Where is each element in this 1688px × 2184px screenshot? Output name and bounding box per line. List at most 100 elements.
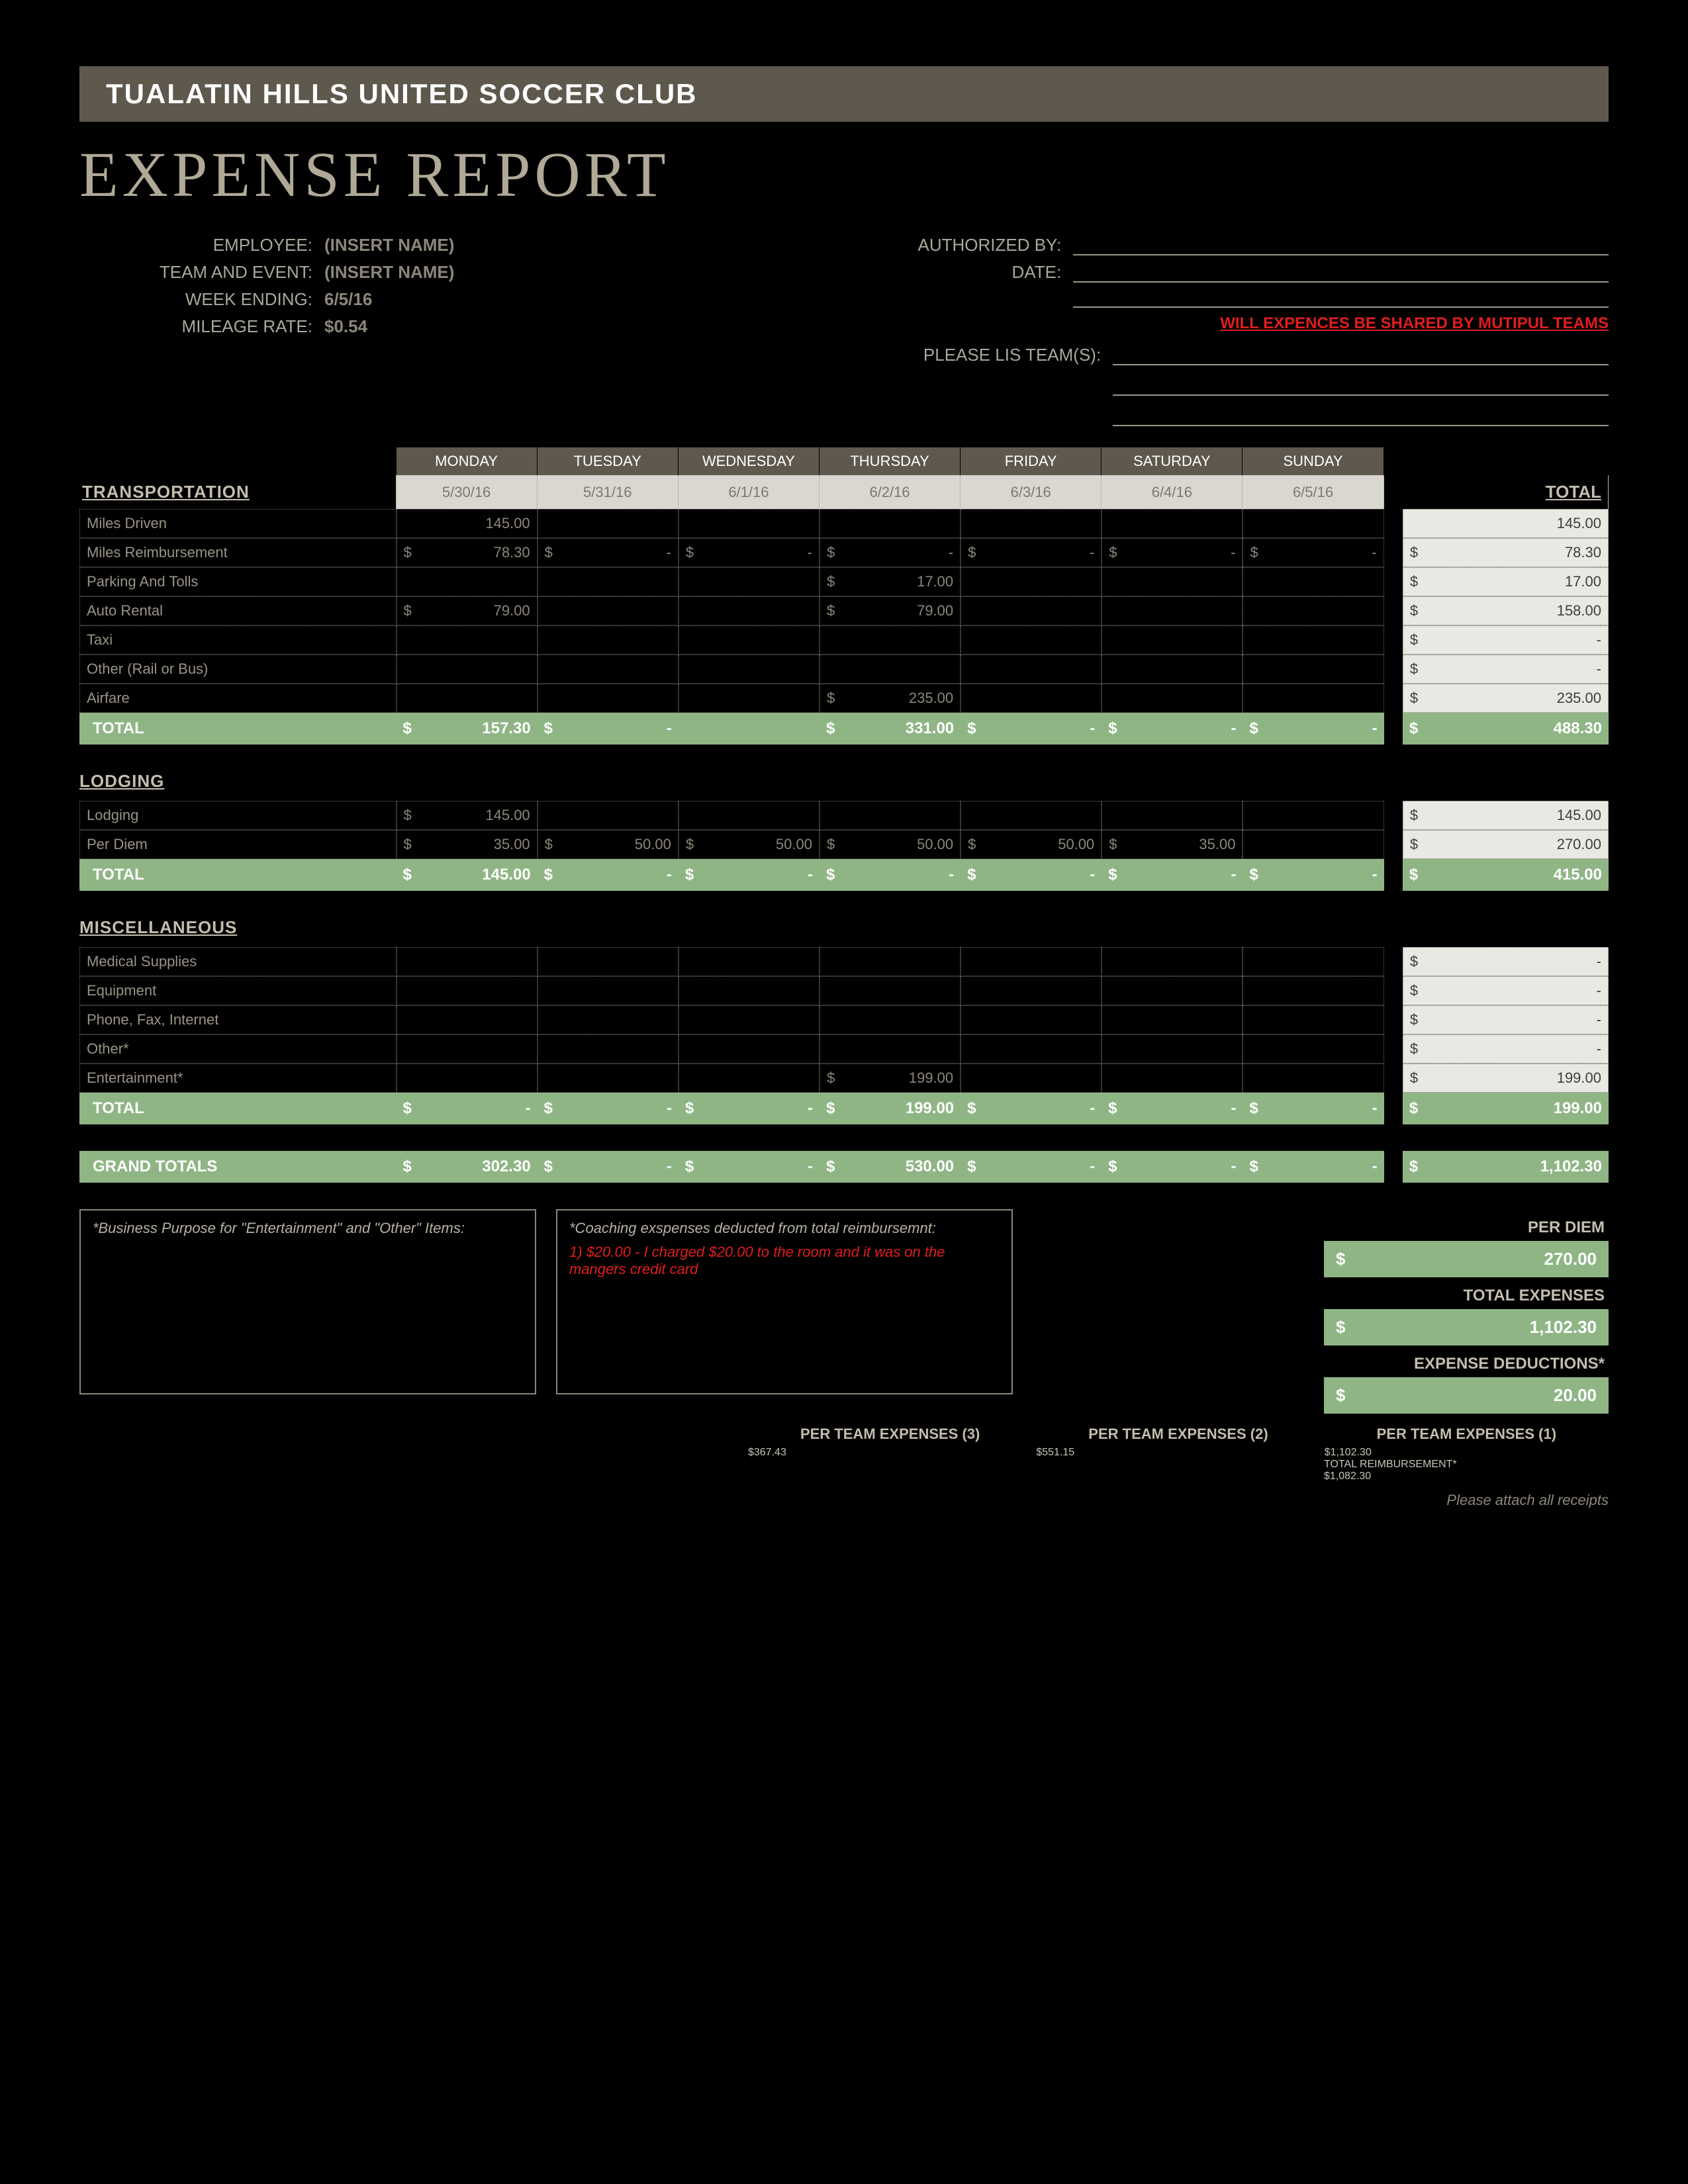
data-cell[interactable] [679, 801, 820, 830]
data-cell[interactable]: 145.00 [397, 509, 538, 538]
data-cell[interactable]: $78.30 [397, 538, 538, 567]
mileage-rate-value[interactable]: $0.54 [324, 316, 367, 337]
date-line[interactable] [1073, 264, 1609, 283]
data-cell[interactable]: $50.00 [538, 830, 679, 859]
data-cell[interactable] [538, 947, 679, 976]
coaching-expenses-box[interactable]: *Coaching exspenses deducted from total … [556, 1209, 1013, 1394]
data-cell[interactable] [1243, 625, 1383, 655]
data-cell[interactable] [1243, 596, 1383, 625]
data-cell[interactable] [961, 567, 1102, 596]
data-cell[interactable] [1102, 801, 1243, 830]
data-cell[interactable] [820, 801, 961, 830]
data-cell[interactable] [397, 1034, 538, 1064]
data-cell[interactable]: $- [1102, 538, 1243, 567]
data-cell[interactable] [820, 976, 961, 1005]
data-cell[interactable] [397, 947, 538, 976]
data-cell[interactable] [1102, 596, 1243, 625]
data-cell[interactable] [679, 596, 820, 625]
data-cell[interactable] [961, 625, 1102, 655]
week-ending-value[interactable]: 6/5/16 [324, 289, 372, 310]
data-cell[interactable] [538, 1064, 679, 1093]
data-cell[interactable] [820, 655, 961, 684]
data-cell[interactable] [961, 655, 1102, 684]
data-cell[interactable] [397, 567, 538, 596]
data-cell[interactable] [820, 1005, 961, 1034]
data-cell[interactable] [1102, 976, 1243, 1005]
data-cell[interactable] [1243, 655, 1383, 684]
data-cell[interactable] [1243, 1064, 1383, 1093]
team-event-value[interactable]: (INSERT NAME) [324, 262, 454, 283]
data-cell[interactable]: $- [1243, 538, 1383, 567]
data-cell[interactable] [679, 684, 820, 713]
data-cell[interactable] [961, 1005, 1102, 1034]
data-cell[interactable]: $50.00 [679, 830, 820, 859]
data-cell[interactable] [1243, 1034, 1383, 1064]
data-cell[interactable] [1102, 509, 1243, 538]
data-cell[interactable]: $79.00 [397, 596, 538, 625]
data-cell[interactable] [961, 1034, 1102, 1064]
data-cell[interactable] [1102, 1064, 1243, 1093]
data-cell[interactable]: $- [820, 538, 961, 567]
data-cell[interactable] [538, 1005, 679, 1034]
data-cell[interactable] [538, 684, 679, 713]
data-cell[interactable] [397, 655, 538, 684]
data-cell[interactable] [1102, 1005, 1243, 1034]
data-cell[interactable]: $199.00 [820, 1064, 961, 1093]
data-cell[interactable] [1243, 976, 1383, 1005]
data-cell[interactable] [538, 567, 679, 596]
data-cell[interactable] [397, 1064, 538, 1093]
data-cell[interactable] [1243, 509, 1383, 538]
data-cell[interactable] [679, 625, 820, 655]
data-cell[interactable]: $35.00 [397, 830, 538, 859]
data-cell[interactable] [538, 976, 679, 1005]
data-cell[interactable] [820, 625, 961, 655]
data-cell[interactable] [961, 684, 1102, 713]
data-cell[interactable] [1102, 625, 1243, 655]
data-cell[interactable] [1243, 830, 1383, 859]
authorized-by-line[interactable] [1073, 237, 1609, 255]
data-cell[interactable]: $50.00 [820, 830, 961, 859]
data-cell[interactable] [820, 947, 961, 976]
data-cell[interactable] [1243, 1005, 1383, 1034]
employee-value[interactable]: (INSERT NAME) [324, 235, 454, 255]
data-cell[interactable] [961, 976, 1102, 1005]
list-teams-line-2[interactable] [1113, 377, 1609, 396]
business-purpose-box[interactable]: *Business Purpose for "Entertainment" an… [79, 1209, 536, 1394]
data-cell[interactable]: $17.00 [820, 567, 961, 596]
data-cell[interactable] [1102, 655, 1243, 684]
data-cell[interactable]: $- [961, 538, 1102, 567]
data-cell[interactable] [1243, 801, 1383, 830]
data-cell[interactable] [820, 509, 961, 538]
data-cell[interactable] [1243, 947, 1383, 976]
data-cell[interactable]: $35.00 [1102, 830, 1243, 859]
data-cell[interactable] [538, 801, 679, 830]
data-cell[interactable] [679, 1005, 820, 1034]
data-cell[interactable] [679, 1034, 820, 1064]
data-cell[interactable] [961, 947, 1102, 976]
blank-line-1[interactable] [1073, 289, 1609, 308]
data-cell[interactable]: $145.00 [397, 801, 538, 830]
data-cell[interactable] [679, 655, 820, 684]
data-cell[interactable] [679, 947, 820, 976]
data-cell[interactable] [397, 1005, 538, 1034]
data-cell[interactable] [679, 567, 820, 596]
data-cell[interactable] [679, 509, 820, 538]
data-cell[interactable] [1102, 567, 1243, 596]
data-cell[interactable] [961, 596, 1102, 625]
data-cell[interactable] [397, 976, 538, 1005]
data-cell[interactable] [679, 976, 820, 1005]
data-cell[interactable] [538, 596, 679, 625]
data-cell[interactable] [961, 801, 1102, 830]
data-cell[interactable]: $- [679, 538, 820, 567]
data-cell[interactable] [961, 509, 1102, 538]
data-cell[interactable] [961, 1064, 1102, 1093]
data-cell[interactable] [820, 1034, 961, 1064]
data-cell[interactable] [538, 625, 679, 655]
data-cell[interactable] [538, 509, 679, 538]
data-cell[interactable] [1102, 947, 1243, 976]
data-cell[interactable] [1243, 684, 1383, 713]
data-cell[interactable]: $- [538, 538, 679, 567]
list-teams-line-3[interactable] [1113, 408, 1609, 426]
data-cell[interactable]: $50.00 [961, 830, 1102, 859]
data-cell[interactable] [1243, 567, 1383, 596]
